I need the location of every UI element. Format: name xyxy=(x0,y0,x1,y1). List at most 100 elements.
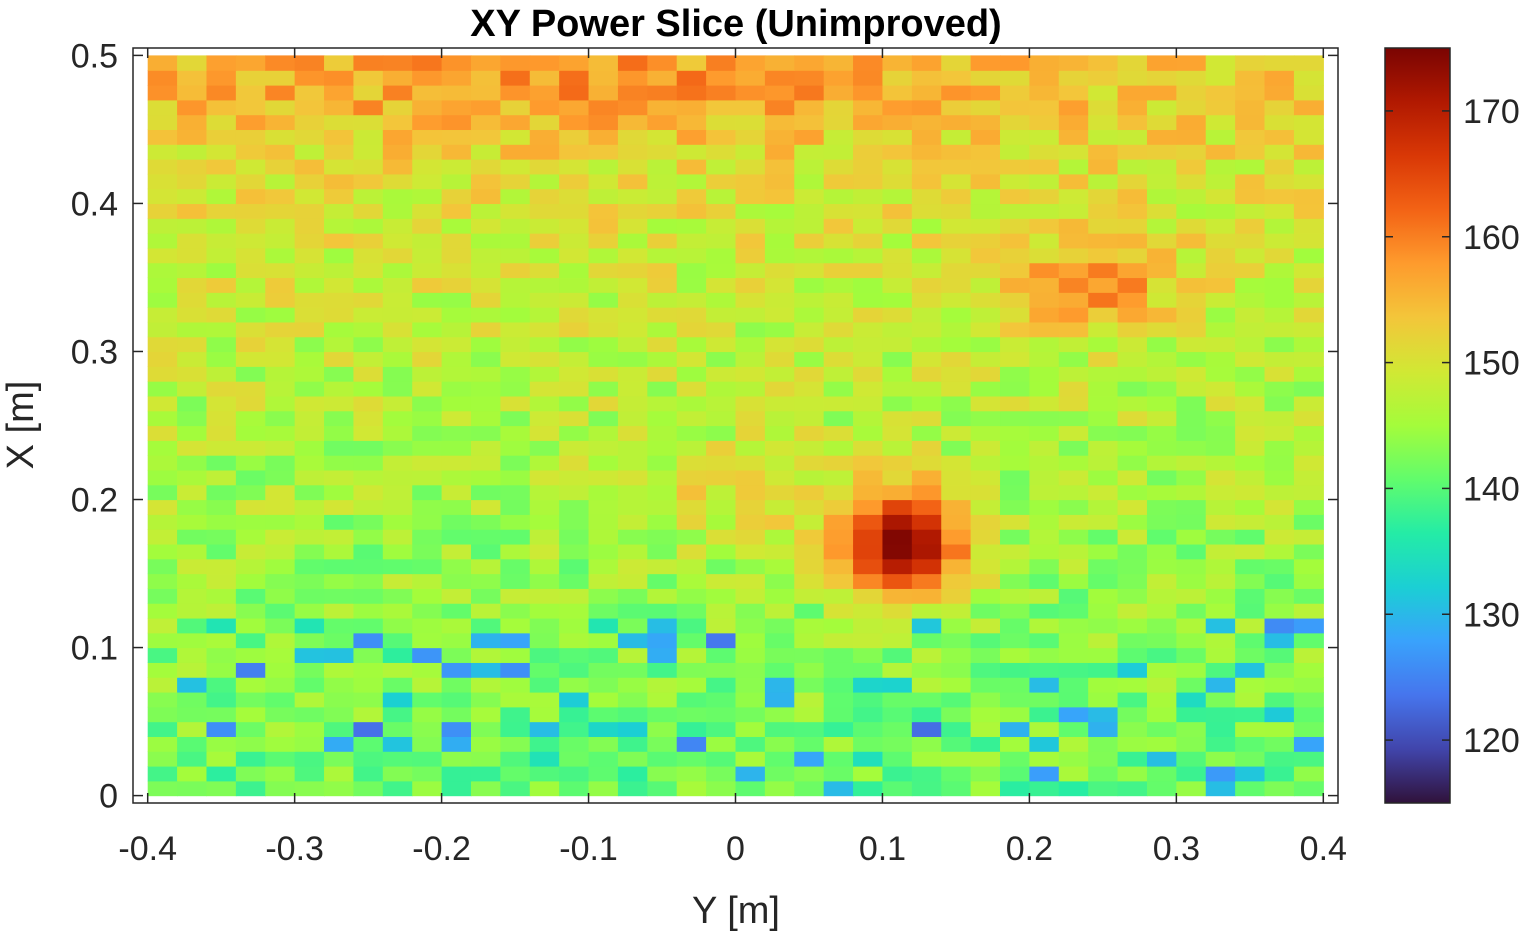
heatmap-cell xyxy=(1293,529,1324,545)
heatmap-cell xyxy=(559,159,590,175)
heatmap-cell xyxy=(1235,780,1266,797)
heatmap-cell xyxy=(941,543,972,560)
heatmap-cell xyxy=(559,114,590,131)
heatmap-cell xyxy=(500,751,531,767)
heatmap-cell xyxy=(970,425,1001,441)
heatmap-cell xyxy=(235,558,266,575)
heatmap-cell xyxy=(764,677,795,693)
heatmap-cell xyxy=(1117,765,1148,782)
heatmap-cell xyxy=(1058,751,1089,767)
heatmap-cell xyxy=(617,410,648,427)
heatmap-cell xyxy=(647,188,678,205)
heatmap-cell xyxy=(1205,262,1236,279)
heatmap-cell xyxy=(382,381,413,397)
heatmap-cell xyxy=(1176,529,1207,545)
heatmap-cell xyxy=(1205,691,1236,708)
heatmap-cell xyxy=(735,603,766,619)
heatmap-cell xyxy=(764,218,795,234)
heatmap-cell xyxy=(1146,247,1177,264)
heatmap-cell xyxy=(676,262,707,279)
colorbar-tick-label: 120 xyxy=(1463,722,1520,760)
heatmap-cell xyxy=(177,617,208,634)
heatmap-cell xyxy=(1205,218,1236,234)
heatmap-cell xyxy=(1235,70,1266,86)
heatmap-cell xyxy=(794,395,825,412)
heatmap-cell xyxy=(647,173,678,190)
heatmap-cell xyxy=(147,677,178,693)
heatmap-cell xyxy=(382,366,413,382)
heatmap-cell xyxy=(1146,321,1177,338)
heatmap-cell xyxy=(177,662,208,678)
heatmap-cell xyxy=(294,247,325,264)
heatmap-cell xyxy=(559,603,590,619)
heatmap-cell xyxy=(206,85,237,101)
heatmap-cell xyxy=(706,543,737,560)
heatmap-cell xyxy=(1058,529,1089,545)
heatmap-cell xyxy=(706,144,737,160)
heatmap-cell xyxy=(853,499,884,515)
heatmap-cell xyxy=(706,455,737,471)
heatmap-cell xyxy=(647,114,678,131)
chart-title: XY Power Slice (Unimproved) xyxy=(470,3,1001,45)
heatmap-cell xyxy=(1058,336,1089,353)
heatmap-cell xyxy=(1293,395,1324,412)
heatmap-cell xyxy=(1029,588,1060,604)
heatmap-cell xyxy=(412,321,443,338)
heatmap-cell xyxy=(235,691,266,708)
heatmap-cell xyxy=(941,366,972,382)
heatmap-cell xyxy=(1000,173,1030,190)
heatmap-cell xyxy=(617,247,648,264)
heatmap-cell xyxy=(911,292,942,308)
heatmap-cell xyxy=(382,721,413,737)
heatmap-cell xyxy=(1088,706,1119,723)
heatmap-cell xyxy=(470,351,501,367)
heatmap-cell xyxy=(764,706,795,723)
heatmap-cell xyxy=(559,691,590,708)
heatmap-cell xyxy=(1146,721,1177,737)
heatmap-cell xyxy=(735,262,766,279)
heatmap-cell xyxy=(324,188,355,205)
heatmap-cell xyxy=(500,85,531,101)
heatmap-cell xyxy=(647,85,678,101)
heatmap-cell xyxy=(1293,499,1324,515)
heatmap-cell xyxy=(1264,114,1295,131)
heatmap-cell xyxy=(559,706,590,723)
heatmap-cell xyxy=(911,691,942,708)
heatmap-cell xyxy=(941,55,972,71)
heatmap-cell xyxy=(970,129,1001,145)
heatmap-cell xyxy=(853,677,884,693)
heatmap-cell xyxy=(500,233,531,249)
heatmap-cell xyxy=(470,662,501,678)
heatmap-cell xyxy=(794,647,825,663)
heatmap-cell xyxy=(647,366,678,382)
heatmap-cell xyxy=(911,336,942,353)
heatmap-cell xyxy=(353,484,384,501)
heatmap-cell xyxy=(1146,173,1177,190)
heatmap-cell xyxy=(1264,307,1295,323)
heatmap-cell xyxy=(382,469,413,486)
heatmap-cell xyxy=(177,203,208,219)
heatmap-cell xyxy=(735,751,766,767)
heatmap-cell xyxy=(500,336,531,353)
heatmap-cell xyxy=(853,543,884,560)
heatmap-cell xyxy=(559,410,590,427)
heatmap-cell xyxy=(1058,514,1089,530)
heatmap-cell xyxy=(382,558,413,575)
heatmap-cell xyxy=(294,514,325,530)
heatmap-cell xyxy=(412,632,443,649)
heatmap-cell xyxy=(1117,617,1148,634)
heatmap-cell xyxy=(500,99,531,116)
heatmap-cell xyxy=(764,114,795,131)
heatmap-cell xyxy=(764,173,795,190)
heatmap-cell xyxy=(1088,440,1119,456)
heatmap-cell xyxy=(617,85,648,101)
heatmap-cell xyxy=(1205,603,1236,619)
heatmap-cell xyxy=(1176,721,1207,737)
heatmap-cell xyxy=(265,543,296,560)
heatmap-cell xyxy=(706,410,737,427)
heatmap-cell xyxy=(206,381,237,397)
heatmap-cell xyxy=(764,410,795,427)
heatmap-cell xyxy=(794,218,825,234)
heatmap-cell xyxy=(853,514,884,530)
heatmap-cell xyxy=(1088,173,1119,190)
